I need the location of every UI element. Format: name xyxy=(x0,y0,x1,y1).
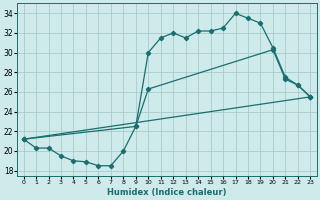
X-axis label: Humidex (Indice chaleur): Humidex (Indice chaleur) xyxy=(107,188,227,197)
